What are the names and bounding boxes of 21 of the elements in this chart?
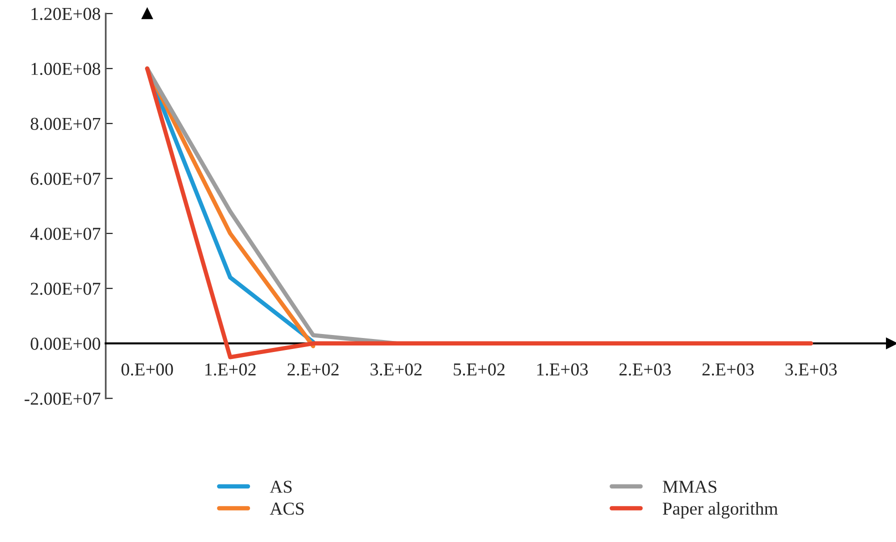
y-tick-label: 2.00E+07 (30, 282, 100, 295)
x-tick-label: 2.E+02 (288, 363, 339, 376)
x-tick-label: 3.E+03 (785, 363, 837, 376)
y-tick-label: -2.00E+07 (24, 392, 100, 405)
y-tick-label: 8.00E+07 (30, 118, 100, 130)
x-tick-label: 0.E+00 (122, 363, 173, 376)
legend-label: ACS (270, 502, 304, 515)
x-tick-label: 1.E+02 (205, 363, 256, 376)
y-tick-label: 1.00E+08 (32, 62, 100, 76)
legend-label: Paper algorithm (662, 502, 778, 518)
x-tick-label: 2.E+03 (702, 363, 754, 376)
x-tick-label: 2.E+03 (619, 363, 671, 376)
y-tick-label: 0.00E+00 (30, 338, 100, 350)
legend-label: AS (270, 480, 292, 493)
y-tick-label: 1.20E+08 (32, 8, 100, 20)
y-tick-label: 6.00E+07 (30, 172, 100, 185)
x-tick-label: 1.E+03 (537, 363, 588, 376)
x-tick-label: 5.E+02 (454, 363, 505, 376)
x-tick-label: 3.E+02 (370, 363, 422, 376)
legend-label: MMAS (662, 480, 716, 493)
y-tick-label: 4.00E+07 (30, 228, 100, 240)
